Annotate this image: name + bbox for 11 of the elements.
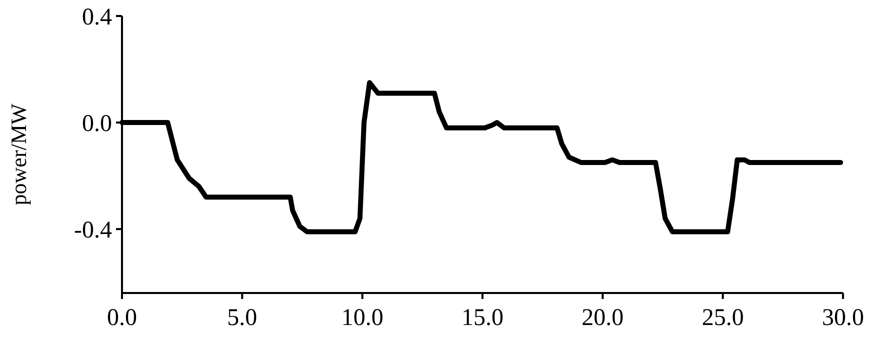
- y-axis-title: power/MW: [6, 104, 31, 206]
- x-tick-label: 10.0: [341, 305, 384, 331]
- x-tick-label: 5.0: [227, 305, 258, 331]
- y-tick-label: 0.4: [82, 4, 112, 30]
- y-tick-label: 0.0: [82, 110, 112, 137]
- y-tick-label: -0.4: [74, 217, 112, 244]
- x-tick-label: 30.0: [822, 305, 864, 331]
- x-tick-label: 0.0: [107, 305, 137, 331]
- x-tick-label: 20.0: [582, 305, 624, 331]
- x-tick-label: 15.0: [462, 305, 504, 331]
- x-tick-label: 25.0: [702, 305, 744, 331]
